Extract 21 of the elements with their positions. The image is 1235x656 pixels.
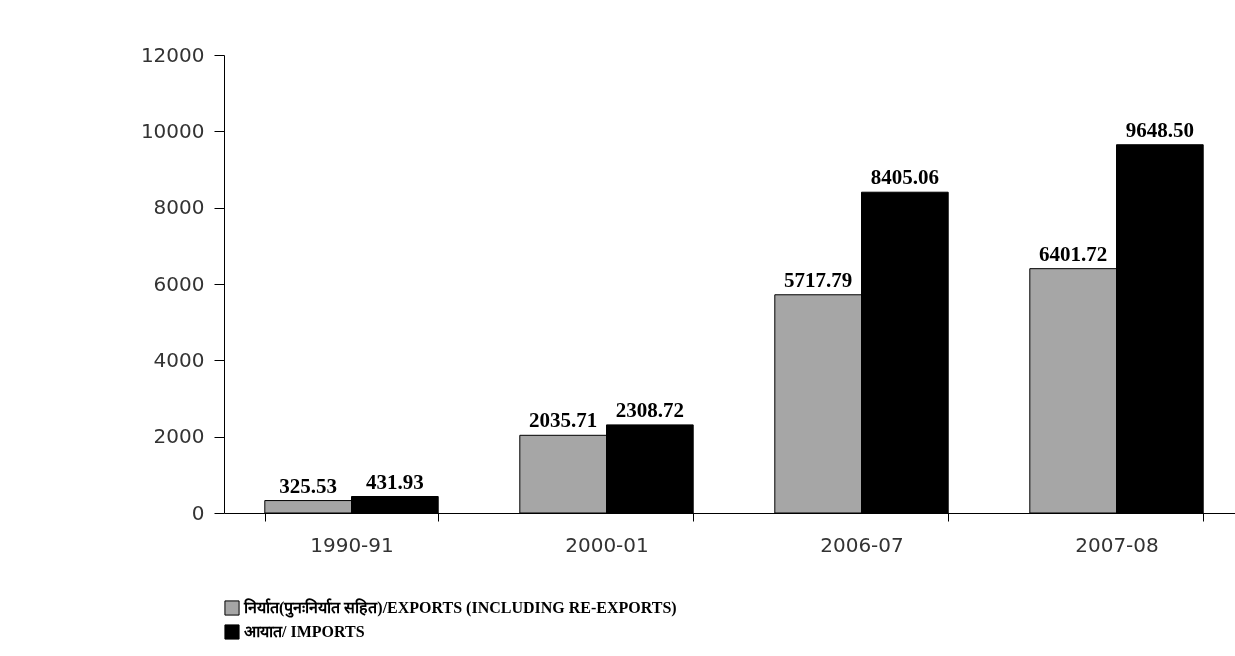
y-tick-label: 12000 [140,42,205,67]
data-label: 6401.72 [1039,241,1108,266]
x-tick-label: 2000-01 [565,532,649,557]
data-label: 325.53 [279,473,338,498]
y-tick-label: 8000 [153,195,205,220]
data-label: 9648.50 [1125,117,1194,142]
x-tick-label: 2007-08 [1075,532,1159,557]
y-tick-label: 6000 [153,271,205,296]
data-label: 2035.71 [529,408,598,433]
y-tick-label: 10000 [140,118,205,143]
x-tick-label: 1990-91 [310,532,394,557]
data-label: 2308.72 [615,397,684,422]
data-label: 431.93 [365,469,424,494]
y-tick-label: 2000 [153,424,205,449]
y-tick-label: 4000 [153,347,205,372]
legend-label: निर्यात(पुनःनिर्यात सहित)/EXPORTS (INCLUDING RE-EXPORTS) [243,598,677,618]
legend-label: आयात/ IMPORTS [244,623,365,640]
data-label: 8405.06 [870,165,939,190]
data-label: 5717.79 [784,267,853,292]
x-tick-label: 2006-07 [820,532,904,557]
y-tick-label: 0 [191,500,205,525]
